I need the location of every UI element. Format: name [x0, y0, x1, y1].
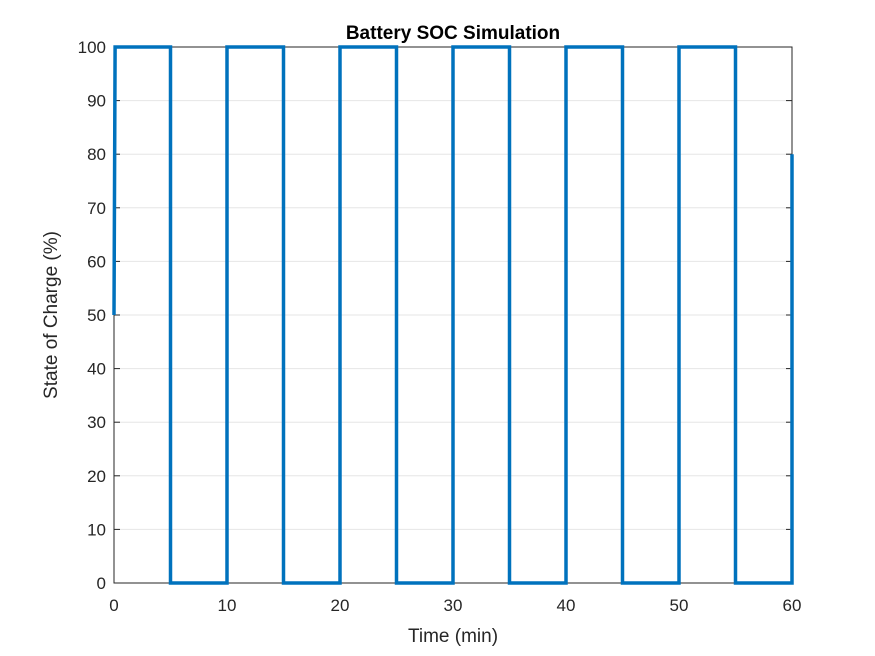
chart-title: Battery SOC Simulation	[346, 23, 560, 44]
y-tick-label: 50	[87, 306, 106, 325]
y-tick-label: 100	[78, 38, 106, 57]
y-tick-label: 10	[87, 520, 106, 539]
x-tick-label: 30	[444, 596, 463, 615]
series-layer	[112, 45, 794, 585]
y-tick-label: 70	[87, 199, 106, 218]
x-tick-label: 60	[783, 596, 802, 615]
y-tick-label: 0	[97, 574, 106, 593]
y-tick-label: 60	[87, 252, 106, 271]
y-tick-label: 30	[87, 413, 106, 432]
x-tick-label: 50	[670, 596, 689, 615]
y-tick-labels: 0 10 20 30 40 50 60 70 80 90 100	[78, 38, 106, 593]
x-tick-labels: 0 10 20 30 40 50 60	[109, 596, 801, 615]
x-tick-label: 0	[109, 596, 118, 615]
x-axis-label: Time (min)	[408, 626, 498, 647]
y-tick-label: 20	[87, 467, 106, 486]
soc-series-line	[112, 45, 794, 585]
y-tick-label: 90	[87, 92, 106, 111]
x-tick-label: 10	[218, 596, 237, 615]
x-tick-label: 40	[557, 596, 576, 615]
y-axis-label: State of Charge (%)	[41, 231, 62, 399]
y-tick-label: 80	[87, 145, 106, 164]
y-tick-label: 40	[87, 360, 106, 379]
x-tick-label: 20	[331, 596, 350, 615]
